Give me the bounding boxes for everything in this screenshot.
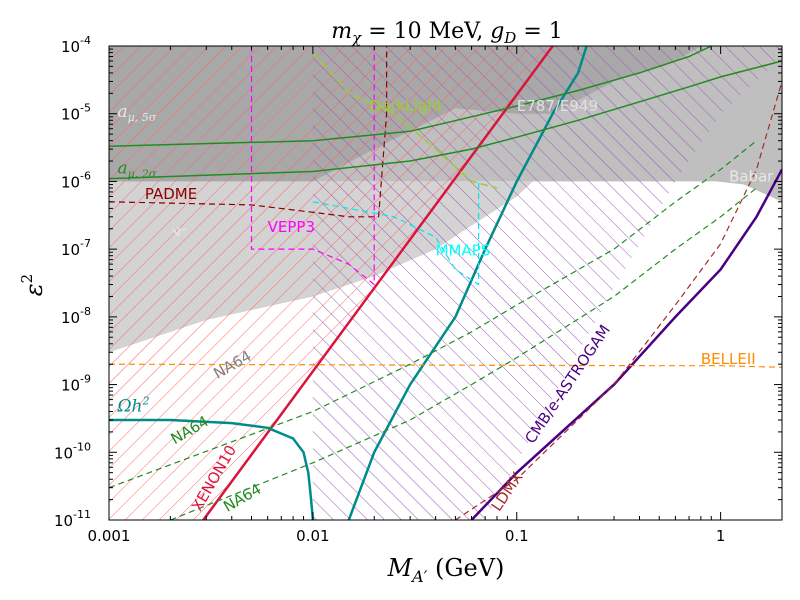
title-g: g: [490, 19, 504, 44]
chart-title: mχ = 10 MeV, gD = 1: [331, 19, 563, 47]
y-tick-label: 10-10: [54, 440, 91, 462]
title-gsub: D: [503, 29, 516, 47]
series-vepp3: [250, 46, 375, 286]
series-a-mu-5sigma: [109, 46, 712, 148]
label-vepp3: VEPP3: [268, 218, 315, 236]
x-tick-label: 0.01: [296, 527, 329, 545]
series-mmaps: [312, 181, 480, 286]
series-lines: [109, 46, 782, 520]
x-tick-label: 0.1: [505, 527, 529, 545]
plot-border: [108, 45, 783, 521]
title-rest: = 10 MeV,: [361, 19, 490, 44]
series-a-mu-2sigma: [109, 60, 782, 180]
series-padme: [109, 46, 388, 218]
series-cmb-e-astrogam: [470, 168, 782, 520]
label-: ν-: [170, 219, 189, 241]
hatch-e787-e949: [312, 46, 782, 520]
label-e787-e949: E787/E949: [517, 97, 598, 115]
label-darklight: DarkLight: [370, 97, 443, 115]
ylabel-main: ε: [20, 283, 48, 296]
y-axis-label: ε2: [18, 274, 48, 296]
x-tick-label: 1: [716, 527, 726, 545]
title-gval: = 1: [516, 19, 562, 44]
label-babar: Babar: [729, 167, 774, 185]
y-tick-label: 10-7: [61, 237, 91, 259]
xlabel-sub: A′: [410, 567, 428, 586]
series-h: [109, 418, 315, 520]
y-tick-label: 10-4: [61, 34, 91, 56]
hatched-regions: [109, 46, 782, 520]
series-na64-a: [109, 140, 757, 489]
title-sub: χ: [351, 29, 362, 47]
title-main: m: [331, 19, 352, 44]
label-belleii: BELLEII: [701, 350, 756, 368]
y-tick-label: 10-11: [54, 508, 91, 530]
label-a-2: aμ, 2σ: [117, 159, 156, 181]
y-tick-label: 10-5: [61, 102, 91, 124]
y-tick-label: 10-8: [61, 305, 91, 327]
xlabel-unit: (GeV): [427, 554, 504, 582]
axis-ticks: 0.001 0.01 0.1 1 10-11 10-10 10-9 10-8 10-7 10-6 1…: [54, 34, 782, 545]
series-na64-b: [170, 187, 757, 520]
series-ldmx: [455, 81, 782, 520]
ylabel-sup: 2: [18, 274, 36, 284]
label-mmaps: MMAPS: [436, 242, 491, 260]
label-padme: PADME: [145, 185, 197, 203]
y-tick-label: 10-9: [61, 373, 91, 395]
xlabel-main: M: [387, 554, 414, 582]
series-darklight: [312, 52, 498, 189]
label-h: Ωh2: [116, 395, 149, 417]
y-tick-label: 10-6: [61, 169, 91, 191]
label-a-5: aμ, 5σ: [117, 102, 156, 124]
series-xenon10: [202, 46, 554, 520]
series-h-upper: [347, 46, 588, 520]
x-axis-label: MA′ (GeV): [387, 554, 505, 586]
x-tick-label: 0.001: [88, 527, 131, 545]
plot-frame: [108, 45, 783, 521]
series-belleii: [109, 363, 782, 368]
